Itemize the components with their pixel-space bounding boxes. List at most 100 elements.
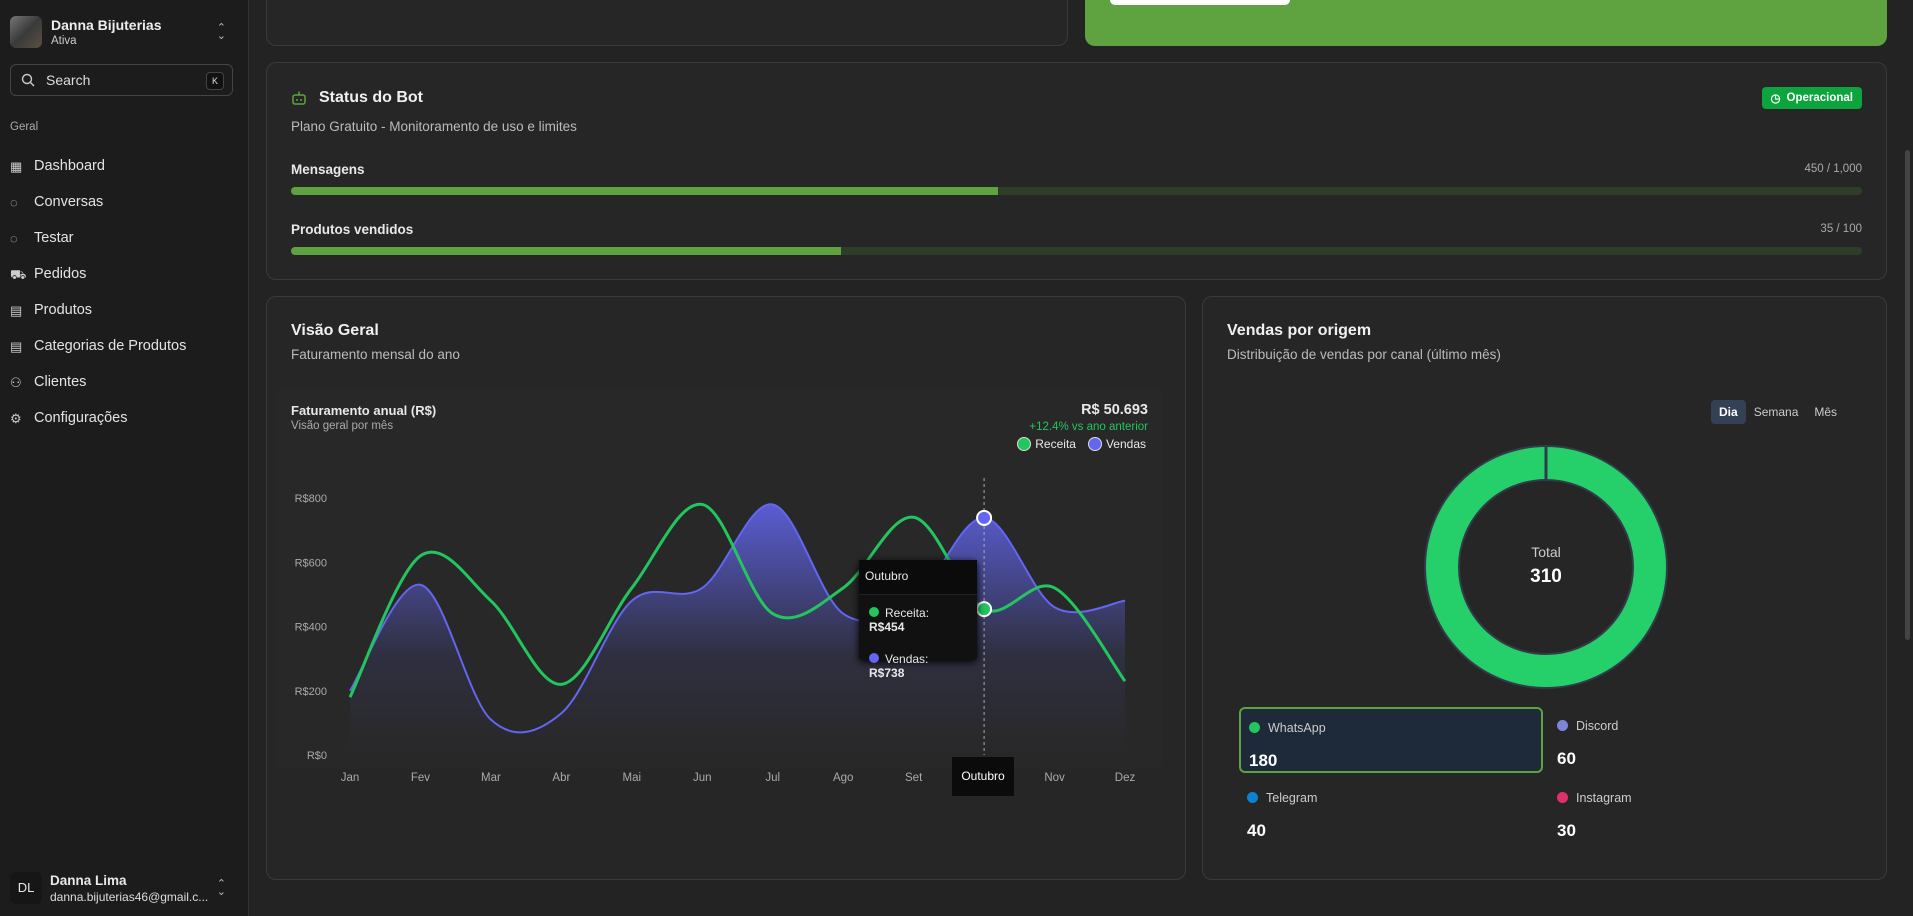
- shortcut-key: K: [206, 72, 224, 90]
- search-icon: [21, 73, 35, 87]
- user-menu[interactable]: DL Danna Lima danna.bijuterias46@gmail.c…: [10, 870, 240, 906]
- chevron-updown-icon: ⌃ ⌄: [216, 878, 226, 898]
- sidebar-item-label: Dashboard: [34, 158, 105, 174]
- sidebar-item-label: Pedidos: [34, 266, 87, 282]
- x-tick-label: Jan: [341, 772, 360, 784]
- channel-name: WhatsApp: [1268, 720, 1326, 735]
- top-left-card: [266, 0, 1068, 46]
- legend-item-instagram[interactable]: Instagram 30: [1549, 779, 1853, 845]
- tooltip-title: Outubro: [859, 560, 977, 595]
- sales-subtitle: Distribuição de vendas por canal (último…: [1227, 347, 1501, 362]
- x-tick-label: Abr: [552, 772, 570, 784]
- y-tick-label: R$400: [295, 622, 327, 634]
- dashboard-icon: ▦: [10, 159, 23, 174]
- receipt-icon: ▤: [10, 339, 23, 354]
- receipt-icon: ▤: [10, 303, 23, 318]
- y-tick-label: R$800: [295, 493, 327, 505]
- promo-card: [1085, 0, 1887, 46]
- users-icon: ⚇: [10, 375, 22, 390]
- y-tick-label: R$600: [295, 557, 327, 569]
- usage-progress-bar: [291, 247, 1862, 255]
- tab-mes[interactable]: Mês: [1814, 405, 1838, 419]
- tooltip-label: Vendas:: [885, 652, 929, 666]
- x-tick-label: Nov: [1044, 772, 1065, 784]
- status-badge-label: Operacional: [1786, 92, 1853, 104]
- workspace-status: Ativa: [51, 35, 77, 47]
- usage-progress-fill: [291, 187, 998, 195]
- tooltip-row: Vendas: R$738: [859, 634, 977, 680]
- bot-subtitle: Plano Gratuito - Monitoramento de uso e …: [291, 119, 577, 134]
- channel-value: 40: [1247, 821, 1266, 840]
- workspace-name: Danna Bijuterias: [51, 17, 162, 33]
- chart-tooltip: Outubro Receita: R$454 Vendas: R$738: [859, 560, 977, 680]
- channel-name: Discord: [1576, 718, 1619, 733]
- chart-legend: Receita Vendas: [1017, 437, 1146, 451]
- x-tick-label: Mar: [481, 772, 501, 784]
- scrollbar[interactable]: [1905, 150, 1910, 640]
- legend-vendas[interactable]: Vendas: [1105, 437, 1146, 451]
- vendas-point[interactable]: [976, 509, 993, 526]
- search-input[interactable]: Search K: [10, 64, 233, 96]
- nav-group-label: Geral: [10, 121, 39, 133]
- sidebar-item-dashboard[interactable]: ▦ Dashboard: [10, 148, 240, 184]
- chat-icon: ◌: [10, 195, 18, 210]
- legend-item-whatsapp[interactable]: WhatsApp 180: [1239, 707, 1543, 773]
- workspace-switcher[interactable]: Danna Bijuterias Ativa ⌃ ⌄: [10, 16, 240, 48]
- sidebar-item-label: Conversas: [34, 194, 104, 210]
- usage-value: 450 / 1,000: [1804, 163, 1862, 175]
- sidebar-item-produtos[interactable]: ▤ Produtos: [10, 292, 240, 328]
- channel-value: 180: [1249, 751, 1278, 770]
- receita-point[interactable]: [976, 601, 993, 618]
- avatar: DL: [10, 872, 42, 904]
- chat-icon: ◌: [10, 231, 18, 246]
- legend-item-telegram[interactable]: Telegram 40: [1239, 779, 1543, 845]
- sidebar-item-conversas[interactable]: ◌ Conversas: [10, 184, 240, 220]
- overview-card: Visão Geral Faturamento mensal do ano Fa…: [266, 296, 1186, 880]
- legend-receita[interactable]: Receita: [1035, 437, 1076, 451]
- user-email: danna.bijuterias46@gmail.c...: [50, 889, 209, 904]
- workspace-logo: [10, 16, 42, 48]
- user-name: Danna Lima: [50, 872, 127, 888]
- revenue-chart[interactable]: R$0 R$200 R$400 R$600 R$800 Jan Fev Mar Abr Mai Ju…: [267, 297, 1187, 881]
- x-tick-label: Dez: [1115, 772, 1136, 784]
- legend-item-discord[interactable]: Discord 60: [1549, 707, 1853, 773]
- usage-progress-fill: [291, 247, 841, 255]
- sidebar-item-label: Categorias de Produtos: [34, 338, 187, 354]
- tooltip-value: R$454: [869, 620, 905, 634]
- chevron-updown-icon: ⌃ ⌄: [216, 22, 226, 42]
- y-tick-label: R$200: [295, 686, 327, 698]
- y-tick-label: R$0: [307, 750, 327, 762]
- overview-subtitle: Faturamento mensal do ano: [291, 347, 460, 362]
- tab-dia[interactable]: Dia: [1711, 400, 1746, 424]
- sidebar-item-label: Configurações: [34, 410, 128, 426]
- legend-dot-vendas: [1087, 437, 1102, 451]
- channel-value: 60: [1557, 749, 1576, 768]
- tooltip-value: R$738: [869, 666, 905, 680]
- sidebar-item-label: Produtos: [34, 302, 93, 318]
- legend-dot-receita: [1017, 437, 1032, 451]
- channel-dot: [1557, 792, 1568, 804]
- x-tick-label: Ago: [833, 772, 853, 784]
- sidebar-item-clientes[interactable]: ⚇ Clientes: [10, 364, 240, 400]
- gear-icon: ⚙: [10, 411, 22, 426]
- sidebar-item-configura-es[interactable]: ⚙ Configurações: [10, 400, 240, 436]
- sidebar-item-categorias-de-produtos[interactable]: ▤ Categorias de Produtos: [10, 328, 240, 364]
- chart-total: R$ 50.693: [1081, 402, 1148, 418]
- tooltip-row: Receita: R$454: [859, 595, 977, 634]
- sidebar-item-pedidos[interactable]: ⛟ Pedidos: [10, 256, 240, 292]
- search-placeholder: Search: [46, 72, 91, 88]
- donut-total-value: 310: [1530, 566, 1562, 587]
- x-tick-label: Mai: [623, 772, 642, 784]
- promo-button[interactable]: [1110, 0, 1290, 5]
- bot-status-card: Status do Bot Plano Gratuito - Monitoram…: [266, 62, 1887, 280]
- tab-semana[interactable]: Semana: [1753, 405, 1799, 419]
- sales-origin-card: Vendas por origem Distribuição de vendas…: [1202, 296, 1887, 880]
- sidebar-item-label: Testar: [34, 230, 74, 246]
- x-tick-label: Jun: [693, 772, 712, 784]
- channel-dot: [1557, 720, 1568, 732]
- chart-title: Faturamento anual (R$): [291, 403, 437, 418]
- channel-value: 30: [1557, 821, 1576, 840]
- sidebar-item-testar[interactable]: ◌ Testar: [10, 220, 240, 256]
- x-tick-label: Fev: [411, 772, 430, 784]
- channel-dot: [1247, 792, 1258, 804]
